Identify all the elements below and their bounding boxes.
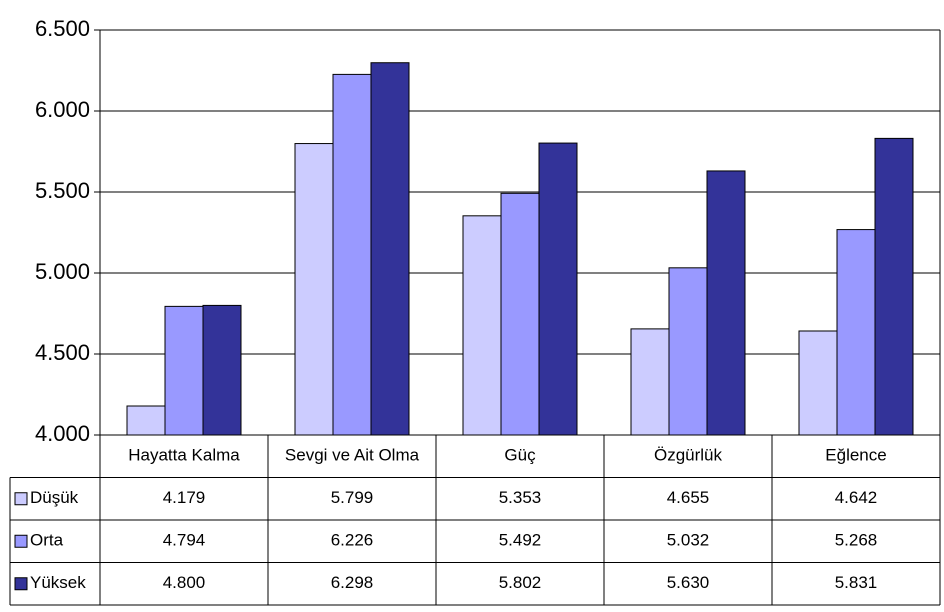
- x-tick-label: Özgürlük: [654, 446, 723, 465]
- bar: [836, 229, 876, 436]
- y-tick-label: 5.000: [35, 259, 90, 284]
- table-cell: 5.630: [667, 573, 710, 592]
- bar: [126, 405, 166, 436]
- legend-key: [14, 577, 28, 591]
- table-cell: 5.802: [499, 573, 542, 592]
- bar: [294, 143, 334, 436]
- table-cell: 4.800: [163, 573, 206, 592]
- table-cell: 5.831: [835, 573, 878, 592]
- legend-label: Orta: [30, 531, 64, 550]
- y-tick-label: 5.500: [35, 178, 90, 203]
- x-tick-label: Güç: [504, 446, 536, 465]
- table-cell: 4.655: [667, 488, 710, 507]
- bar: [332, 73, 372, 436]
- legend-key: [14, 492, 28, 506]
- bar: [706, 170, 746, 436]
- table-cell: 5.353: [499, 488, 542, 507]
- bar: [500, 192, 540, 436]
- legend-label: Yüksek: [30, 573, 86, 592]
- bar: [202, 304, 242, 436]
- bar: [370, 62, 410, 436]
- y-tick-label: 6.000: [35, 97, 90, 122]
- x-tick-label: Sevgi ve Ait Olma: [285, 446, 420, 465]
- bar: [874, 137, 914, 436]
- y-tick-label: 4.000: [35, 421, 90, 446]
- bar: [462, 215, 502, 436]
- y-tick-label: 6.500: [35, 16, 90, 41]
- table-cell: 5.799: [331, 488, 374, 507]
- table-cell: 4.179: [163, 488, 206, 507]
- y-tick-label: 4.500: [35, 340, 90, 365]
- bar: [538, 142, 578, 436]
- table-cell: 4.794: [163, 531, 206, 550]
- table-cell: 6.298: [331, 573, 374, 592]
- bar: [668, 267, 708, 436]
- table-cell: 4.642: [835, 488, 878, 507]
- table-cell: 5.032: [667, 531, 710, 550]
- table-cell: 6.226: [331, 531, 374, 550]
- table-cell: 5.268: [835, 531, 878, 550]
- bar: [798, 330, 838, 436]
- x-tick-label: Hayatta Kalma: [128, 446, 240, 465]
- table-cell: 5.492: [499, 531, 542, 550]
- x-tick-label: Eğlence: [825, 446, 886, 465]
- bar: [164, 305, 204, 436]
- legend-label: Düşük: [30, 488, 79, 507]
- legend-key: [14, 534, 28, 548]
- bar: [630, 328, 670, 436]
